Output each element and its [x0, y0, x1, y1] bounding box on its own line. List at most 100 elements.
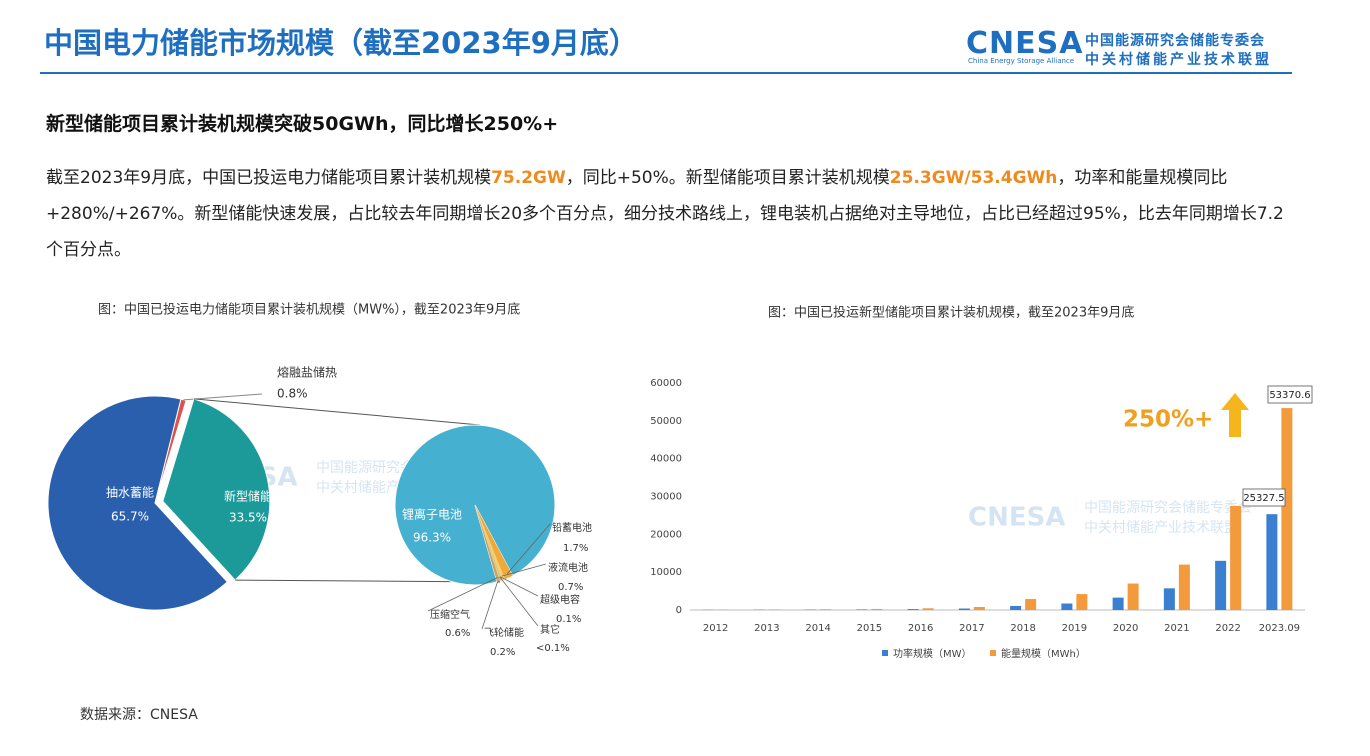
legend-swatch — [882, 650, 888, 656]
annotation: 250%+ — [1123, 407, 1213, 433]
y-tick-label: 60000 — [650, 378, 682, 389]
arrow — [1221, 393, 1249, 437]
y-tick-label: 20000 — [650, 529, 682, 540]
text: 截至2023年9月底，中国已投运电力储能项目累计装机规模 — [46, 168, 492, 188]
bar — [1061, 603, 1073, 610]
sub-pie-slice — [475, 505, 502, 581]
x-tick-label: 2014 — [805, 623, 830, 634]
data-label: 53370.6 — [1269, 390, 1310, 401]
x-tick-label: 2017 — [959, 623, 984, 634]
slice-label: 压缩空气 — [430, 608, 470, 621]
slice-value: 0.8% — [277, 387, 308, 401]
bar — [1178, 564, 1190, 610]
bar — [973, 606, 985, 610]
x-tick-label: 2015 — [857, 623, 882, 634]
slice-label: 飞轮储能 — [484, 626, 524, 639]
x-tick-label: 2012 — [703, 623, 728, 634]
connector — [193, 398, 481, 426]
slice-value: 65.7% — [111, 510, 149, 524]
text: ，功率和能量规模同比+280%/+267%。新型储能快速发展，占比较去年同期增长… — [46, 168, 1284, 260]
leader-line — [499, 576, 539, 597]
slice-label: 锂离子电池 — [402, 507, 462, 522]
x-tick-label: 2022 — [1215, 623, 1240, 634]
slice-label: 抽水蓄能 — [106, 486, 154, 500]
y-tick-label: 50000 — [650, 416, 682, 427]
sub-pie-slice — [394, 424, 556, 586]
chart-title: 图：中国已投运电力储能项目累计装机规模（MW%），截至2023年9月底 — [98, 302, 520, 318]
x-tick-label: 2019 — [1062, 623, 1087, 634]
slice-value: <0.1% — [536, 643, 570, 654]
bar — [1076, 594, 1088, 610]
watermark: CNESA — [968, 503, 1065, 533]
bar — [1281, 408, 1293, 610]
text: ，同比+50%。新型储能项目累计装机规模 — [565, 168, 890, 188]
bar — [1127, 583, 1139, 610]
slide-title: 中国电力储能市场规模（截至2023年9月底） — [44, 26, 638, 60]
logo-cn: 中国能源研究会储能专委会 — [1085, 33, 1265, 49]
bar — [958, 608, 970, 610]
bar — [1215, 560, 1227, 610]
y-tick-label: 30000 — [650, 492, 682, 503]
leader-line — [501, 563, 547, 577]
sub-pie-slice — [475, 505, 501, 582]
bar — [871, 608, 883, 610]
slice-value: 0.2% — [490, 647, 515, 658]
x-tick-label: 2016 — [908, 623, 933, 634]
source: 数据来源：CNESA — [80, 707, 198, 723]
y-tick-label: 10000 — [650, 567, 682, 578]
slice-value: 33.5% — [229, 511, 267, 525]
slice-label: 超级电容 — [540, 593, 580, 606]
y-tick-label: 40000 — [650, 454, 682, 465]
x-tick-label: 2023.09 — [1259, 623, 1300, 634]
sub-pie-slice — [475, 505, 505, 581]
slice-label: 其它 — [540, 623, 560, 636]
bar — [1025, 599, 1037, 610]
slice-value: 96.3% — [413, 531, 451, 545]
bar — [907, 609, 919, 610]
bar — [1163, 588, 1175, 610]
logo-en: China Energy Storage Alliance — [968, 57, 1075, 65]
watermark: 中关村储能产业技术联盟 — [1084, 520, 1238, 536]
x-tick-label: 2018 — [1010, 623, 1035, 634]
sub-pie-slice — [475, 505, 502, 581]
bar — [922, 608, 934, 610]
bar — [820, 609, 832, 610]
slice-value: 0.7% — [558, 582, 583, 593]
y-tick-label: 0 — [676, 605, 682, 616]
label-box — [1242, 488, 1286, 507]
bar — [768, 609, 780, 610]
bar — [1230, 505, 1242, 610]
bar — [1010, 605, 1022, 610]
data-label: 25327.5 — [1243, 493, 1284, 504]
legend-label: 能量规模（MWh） — [1001, 647, 1086, 660]
slice-value: 0.1% — [556, 614, 581, 625]
slice-value: 1.7% — [563, 543, 588, 554]
label-box — [1267, 385, 1313, 404]
x-tick-label: 2020 — [1113, 623, 1138, 634]
subtitle: 新型储能项目累计装机规模突破50GWh，同比增长250%+ — [46, 113, 559, 135]
x-tick-label: 2013 — [754, 623, 779, 634]
bar — [1266, 514, 1278, 610]
pie-slice — [162, 398, 271, 581]
highlight: 75.2GW — [491, 168, 566, 188]
legend-swatch — [990, 650, 996, 656]
slice-label: 液流电池 — [548, 561, 588, 574]
leader-line — [427, 577, 498, 612]
slice-label: 铅蓄电池 — [552, 521, 592, 534]
slice-label: 熔融盐储热 — [277, 365, 337, 380]
bar — [1112, 597, 1124, 610]
sub-pie-slice — [475, 505, 500, 582]
logo: CNESA — [966, 26, 1084, 61]
leader-line — [499, 576, 539, 627]
watermark: 中国能源研究会储能专委会 — [1084, 500, 1252, 516]
slice-label: 新型储能 — [224, 489, 272, 504]
header-rule — [40, 72, 1292, 74]
legend-label: 功率规模（MW） — [893, 647, 972, 660]
pie-slice — [47, 395, 229, 611]
sub-pie-slice — [475, 505, 513, 580]
x-tick-label: 2021 — [1164, 623, 1189, 634]
chart-title: 图：中国已投运新型储能项目累计装机规模，截至2023年9月底 — [768, 305, 1134, 321]
leader-line — [481, 576, 500, 630]
